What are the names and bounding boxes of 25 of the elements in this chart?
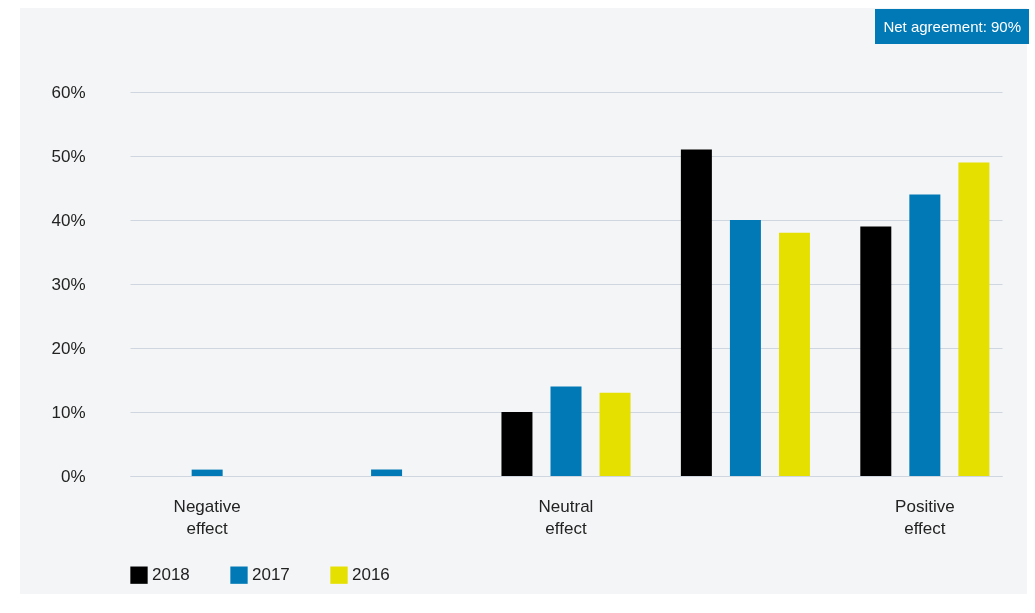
bar [958, 162, 990, 476]
bar [371, 469, 403, 476]
legend-label: 2017 [252, 565, 290, 585]
legend-label: 2016 [352, 565, 390, 585]
bar [550, 386, 582, 476]
bar [501, 412, 533, 476]
y-tick-label: 30% [51, 274, 86, 294]
bar [680, 149, 712, 476]
bar [778, 232, 810, 476]
bar [599, 392, 631, 476]
y-tick-label: 50% [51, 146, 86, 166]
bar [860, 226, 892, 476]
y-tick-label: 0% [60, 466, 86, 486]
bar [729, 220, 761, 476]
y-tick-label: 60% [51, 82, 86, 102]
y-tick-label: 40% [51, 210, 86, 230]
legend-label: 2018 [152, 565, 190, 585]
bar [909, 194, 941, 476]
y-tick-label: 20% [51, 338, 86, 358]
y-tick-label: 10% [51, 402, 86, 422]
text: Net agreement: 90% [875, 9, 1029, 44]
bar [191, 469, 223, 476]
x-tick-label: Neutral effect [538, 496, 594, 538]
x-tick-label: Negative effect [173, 496, 241, 538]
x-tick-label: Positive effect [895, 496, 955, 538]
